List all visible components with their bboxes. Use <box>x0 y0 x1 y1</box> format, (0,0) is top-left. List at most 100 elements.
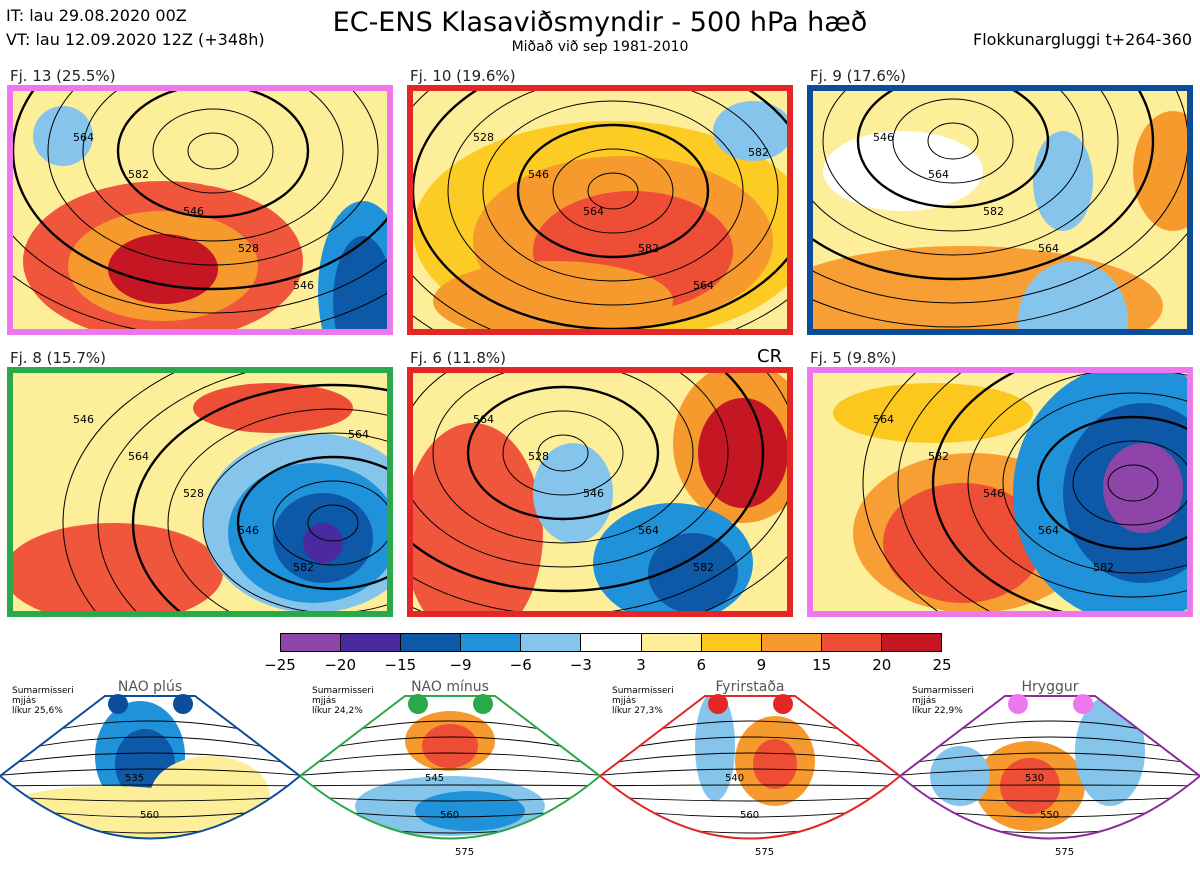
init-time: IT: lau 29.08.2020 00Z <box>6 6 187 25</box>
colorbar-tick: 20 <box>872 656 892 674</box>
regime-nao-minus: 545 560 575 NAO mínus Sumarmisseri mjjás líkur… <box>300 676 600 871</box>
contour-label: 564 <box>638 524 659 537</box>
colorbar-tick: 25 <box>932 656 952 674</box>
contour-label: 582 <box>293 561 314 574</box>
contour-label: 582 <box>983 205 1004 218</box>
contour-label: 560 <box>440 810 459 821</box>
contour-label: 564 <box>1038 242 1059 255</box>
contour-label: 546 <box>238 524 259 537</box>
panel-label-2: Fj. 10 (19.6%) <box>410 67 516 85</box>
panel-label-6: Fj. 5 (9.8%) <box>810 349 897 367</box>
regime-marker <box>473 694 493 714</box>
anomaly-area <box>1007 845 1043 857</box>
contour-label: 582 <box>128 168 149 181</box>
colorbar-swatch <box>881 634 942 651</box>
anomaly-colorbar <box>280 633 942 652</box>
contour-label: 528 <box>238 242 259 255</box>
anomaly-area <box>333 236 387 329</box>
contour-label: 564 <box>928 168 949 181</box>
contour-label: 582 <box>693 561 714 574</box>
anomaly-area <box>930 746 990 806</box>
cluster-map-5: 564 582 546 564 582 <box>807 367 1193 617</box>
anomaly-area <box>1000 758 1060 814</box>
regime-marker <box>1073 694 1093 714</box>
regime-title: NAO plús <box>117 679 183 695</box>
contour-label: 546 <box>293 279 314 292</box>
anomaly-area <box>1103 443 1183 533</box>
classification-window: Flokkunargluggi t+264-360 <box>973 30 1192 49</box>
contour-label: 582 <box>748 146 769 159</box>
colorbar-swatch <box>641 634 702 651</box>
regime-nao-plus: 535 560 NAO plús Sumarmisseri mjjás líkur 25,… <box>0 676 300 871</box>
colorbar-swatch <box>401 634 462 651</box>
contour-label: 546 <box>73 413 94 426</box>
contour-label: 528 <box>528 450 549 463</box>
colorbar-swatch <box>281 634 342 651</box>
cluster-map-8: 546 564 528 546 582 564 <box>7 367 393 617</box>
contour-label: 564 <box>348 428 369 441</box>
colorbar-swatch <box>701 634 762 651</box>
cluster-map-10: 528 546 564 582 564 582 <box>407 85 793 335</box>
regime-marker <box>108 694 128 714</box>
contour-label: 582 <box>638 242 659 255</box>
anomaly-area <box>883 483 1043 603</box>
contour-label: 540 <box>725 773 744 784</box>
anomaly-area <box>303 523 343 563</box>
anomaly-area <box>183 136 243 186</box>
panel-label-3: Fj. 9 (17.6%) <box>810 67 906 85</box>
colorbar-swatch <box>461 634 522 651</box>
contour-label: 560 <box>740 810 759 821</box>
anomaly-area <box>823 131 983 211</box>
panel-label-4: Fj. 8 (15.7%) <box>10 349 106 367</box>
anomaly-area <box>1075 696 1145 806</box>
anomaly-area <box>415 791 525 831</box>
anomaly-area <box>150 756 270 836</box>
contour-label: 545 <box>425 773 444 784</box>
colorbar-swatch <box>341 634 402 651</box>
contour-label: 528 <box>183 487 204 500</box>
contour-label: 575 <box>755 847 774 858</box>
anomaly-area <box>713 101 787 161</box>
contour-label: 546 <box>583 487 604 500</box>
contour-label: 582 <box>928 450 949 463</box>
colorbar-tick: 9 <box>756 656 767 674</box>
cluster-map-6: 564 528 546 564 582 <box>407 367 793 617</box>
colorbar-tick: 6 <box>696 656 707 674</box>
colorbar-tick: −9 <box>449 656 472 674</box>
page-title: EC-ENS Klasaviðsmyndir - 500 hPa hæð <box>332 7 868 38</box>
regime-title: Hryggur <box>1021 679 1079 695</box>
anomaly-area <box>695 696 735 801</box>
anomaly-area <box>833 383 1033 443</box>
anomaly-area <box>1033 131 1093 231</box>
contour-label: 528 <box>473 131 494 144</box>
colorbar-tick: 15 <box>812 656 832 674</box>
cluster-map-13: 564 582 546 528 546 <box>7 85 393 335</box>
regime-info: Sumarmisseri mjjás líkur 25,6% <box>12 686 74 716</box>
contour-label: 564 <box>73 131 94 144</box>
regime-blocking: 540 560 575 Fyrirstaða Sumarmisseri mjjás líku… <box>600 676 900 871</box>
contour-label: 564 <box>473 413 494 426</box>
contour-label: 535 <box>125 773 144 784</box>
colorbar-tick: 3 <box>636 656 646 674</box>
regime-marker <box>408 694 428 714</box>
colorbar-tick: −6 <box>509 656 532 674</box>
regime-info: Sumarmisseri mjjás líkur 27,3% <box>612 686 674 716</box>
contour-label: 564 <box>693 279 714 292</box>
regime-marker <box>773 694 793 714</box>
regime-marker <box>1008 694 1028 714</box>
contour-label: 546 <box>183 205 204 218</box>
contour-label: 530 <box>1025 773 1044 784</box>
regime-title: Fyrirstaða <box>715 679 785 695</box>
contour-label: 575 <box>1055 847 1074 858</box>
contour-label: 564 <box>128 450 149 463</box>
anomaly-area <box>13 523 223 611</box>
page-subtitle: Miðað við sep 1981-2010 <box>511 39 689 55</box>
regime-info: Sumarmisseri mjjás líkur 22,9% <box>912 686 974 716</box>
anomaly-area <box>698 398 787 508</box>
colorbar-tick: −3 <box>569 656 592 674</box>
contour-label: 564 <box>873 413 894 426</box>
anomaly-area <box>1018 261 1128 329</box>
colorbar-swatch <box>581 634 642 651</box>
anomaly-area <box>433 261 673 329</box>
colorbar-swatch <box>761 634 822 651</box>
